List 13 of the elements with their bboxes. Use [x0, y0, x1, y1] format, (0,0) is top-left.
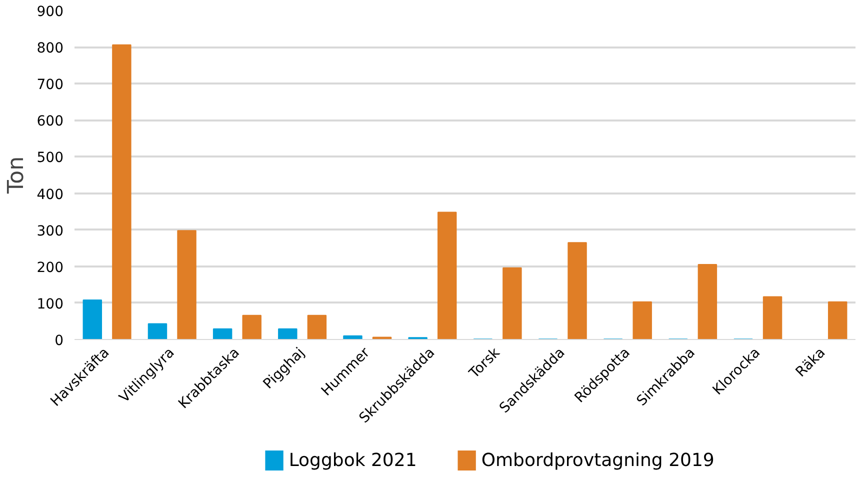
y-tick-label: 0 — [54, 333, 64, 349]
y-tick-label: 800 — [36, 40, 64, 57]
y-tick-label: 500 — [36, 150, 64, 166]
y-axis-title: Ton — [4, 156, 29, 195]
y-tick-label: 300 — [36, 223, 64, 240]
y-tick-label: 700 — [36, 77, 64, 94]
legend-label: Ombordprovtagning 2019 — [481, 450, 714, 471]
y-tick-label: 600 — [36, 114, 64, 130]
y-tick-label: 200 — [36, 260, 64, 276]
y-tick-label: 400 — [36, 186, 64, 203]
y-tick-label: 900 — [36, 4, 64, 20]
y-tick-label: 100 — [36, 296, 64, 312]
legend-label: Loggbok 2021 — [288, 450, 417, 471]
